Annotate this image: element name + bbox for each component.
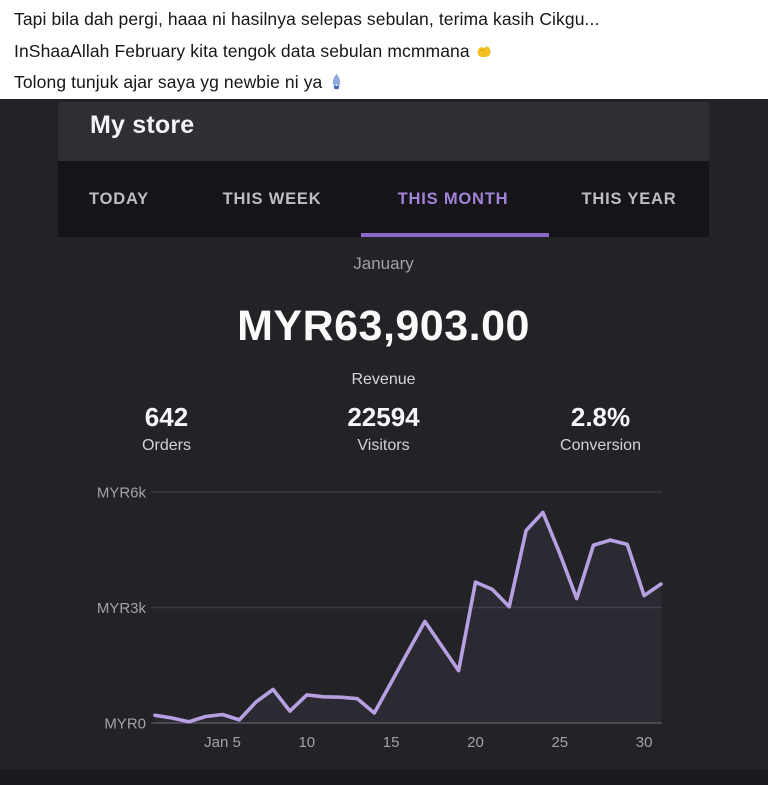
stat-value: 22594 xyxy=(347,402,420,432)
chat-message: InShaaAllah February kita tengok data se… xyxy=(14,40,754,62)
svg-text:Jan 5: Jan 5 xyxy=(204,734,241,751)
flexed-biceps-emoji xyxy=(475,41,494,60)
chat-message: Tolong tunjuk ajar saya yg newbie ni ya xyxy=(14,71,754,93)
chat-message-text: InShaaAllah February kita tengok data se… xyxy=(14,41,470,61)
stat-label: Conversion xyxy=(560,437,641,454)
stat-visitors: 22594 Visitors xyxy=(275,404,492,455)
chart-area-fill xyxy=(155,512,661,723)
svg-text:25: 25 xyxy=(551,734,568,751)
chart-y-axis-labels: MYR0 MYR3k MYR6k xyxy=(97,485,147,733)
revenue-value: MYR63,903.00 xyxy=(237,302,530,350)
period-tab-bar: TODAY THIS WEEK THIS MONTH THIS YEAR xyxy=(58,161,709,237)
svg-text:15: 15 xyxy=(383,734,400,751)
store-dashboard-panel: My store TODAY THIS WEEK THIS MONTH THIS… xyxy=(0,99,768,785)
folded-hands-emoji xyxy=(327,72,346,91)
svg-text:10: 10 xyxy=(298,734,315,751)
chat-message-text: Tapi bila dah pergi, haaa ni hasilnya se… xyxy=(14,9,600,29)
revenue-chart: MYR0 MYR3k MYR6k Jan 5 10 15 20 25 30 xyxy=(97,485,663,751)
chat-message: Tapi bila dah pergi, haaa ni hasilnya se… xyxy=(14,8,754,30)
chart-gridlines xyxy=(151,491,662,724)
tab-this-week[interactable]: THIS WEEK xyxy=(222,190,322,208)
chat-message-text: Tolong tunjuk ajar saya yg newbie ni ya xyxy=(14,72,323,92)
chat-message-area: Tapi bila dah pergi, haaa ni hasilnya se… xyxy=(0,0,768,99)
stat-value: 642 xyxy=(144,402,189,432)
svg-text:MYR3k: MYR3k xyxy=(97,600,147,617)
period-label: January xyxy=(353,254,414,273)
svg-text:20: 20 xyxy=(467,734,484,751)
svg-text:MYR6k: MYR6k xyxy=(97,485,147,502)
stat-label: Orders xyxy=(142,437,191,454)
tab-today[interactable]: TODAY xyxy=(89,190,149,208)
stat-label: Visitors xyxy=(357,437,410,454)
store-header: My store xyxy=(58,102,709,161)
active-tab-indicator xyxy=(361,233,549,237)
stat-orders: 642 Orders xyxy=(58,404,275,455)
chart-line xyxy=(153,510,663,724)
svg-text:30: 30 xyxy=(636,734,653,751)
tab-this-year[interactable]: THIS YEAR xyxy=(581,190,677,208)
stat-conversion: 2.8% Conversion xyxy=(492,404,709,455)
tab-this-month[interactable]: THIS MONTH xyxy=(397,190,509,208)
bottom-bar xyxy=(0,769,768,785)
page-title: My store xyxy=(90,111,195,139)
stats-row: 642 Orders 22594 Visitors 2.8% Conversio… xyxy=(58,404,709,455)
revenue-label: Revenue xyxy=(351,371,416,388)
svg-text:MYR0: MYR0 xyxy=(104,716,146,733)
stat-value: 2.8% xyxy=(570,402,631,432)
chart-x-axis-labels: Jan 5 10 15 20 25 30 xyxy=(204,734,652,751)
